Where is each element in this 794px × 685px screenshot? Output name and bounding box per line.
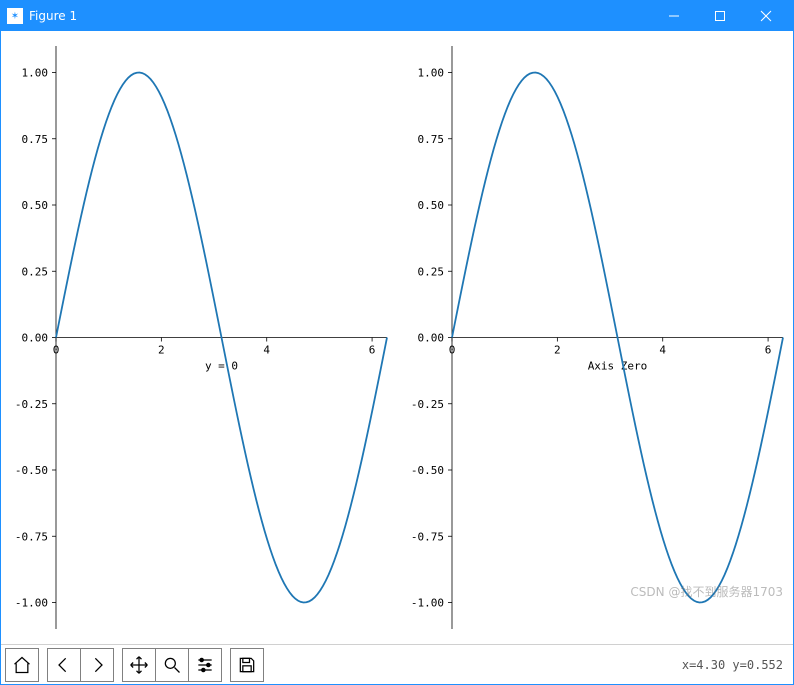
subplot-0: 0 2 4 6 -1.00 -0.75 -0.50 -0.25 0.00 0.25 0.50 0.75…	[1, 31, 397, 644]
configure-subplots-button[interactable]	[188, 648, 222, 682]
svg-text:0.75: 0.75	[418, 133, 445, 146]
svg-text:0.00: 0.00	[22, 332, 49, 345]
svg-text:4: 4	[263, 344, 270, 357]
svg-text:-0.75: -0.75	[411, 530, 444, 543]
svg-text:-1.00: -1.00	[411, 597, 444, 610]
svg-text:y = 0: y = 0	[205, 360, 238, 373]
subplot-1: 0 2 4 6 -1.00 -0.75 -0.50 -0.25 0.00 0.25 0.50 0.75…	[397, 31, 793, 644]
app-icon: ✶	[7, 8, 23, 24]
svg-text:0.50: 0.50	[418, 199, 445, 212]
svg-text:2: 2	[554, 344, 561, 357]
svg-text:6: 6	[369, 344, 376, 357]
back-button[interactable]	[47, 648, 81, 682]
svg-text:4: 4	[659, 344, 666, 357]
svg-text:-0.25: -0.25	[15, 398, 48, 411]
home-button[interactable]	[5, 648, 39, 682]
pan-button[interactable]	[122, 648, 156, 682]
titlebar: ✶ Figure 1	[1, 1, 793, 31]
forward-button[interactable]	[80, 648, 114, 682]
minimize-button[interactable]	[651, 1, 697, 31]
window-title: Figure 1	[29, 9, 77, 23]
svg-text:0.25: 0.25	[22, 265, 49, 278]
svg-text:0.50: 0.50	[22, 199, 49, 212]
svg-text:-0.75: -0.75	[15, 530, 48, 543]
save-button[interactable]	[230, 648, 264, 682]
svg-text:0.00: 0.00	[418, 332, 445, 345]
svg-text:2: 2	[158, 344, 165, 357]
zoom-button[interactable]	[155, 648, 189, 682]
close-button[interactable]	[743, 1, 789, 31]
matplotlib-toolbar: x=4.30 y=0.552	[1, 644, 793, 684]
svg-text:1.00: 1.00	[418, 67, 445, 80]
svg-text:-0.25: -0.25	[411, 398, 444, 411]
coord-readout: x=4.30 y=0.552	[682, 658, 783, 672]
svg-text:-0.50: -0.50	[15, 464, 48, 477]
svg-text:Axis Zero: Axis Zero	[588, 360, 648, 373]
figure-canvas[interactable]: 0 2 4 6 -1.00 -0.75 -0.50 -0.25 0.00 0.25 0.50 0.75…	[1, 31, 793, 644]
svg-text:-0.50: -0.50	[411, 464, 444, 477]
app-window: ✶ Figure 1 0246-1.00-0.75-0.50-0.250.000…	[0, 0, 794, 685]
svg-text:0: 0	[449, 344, 456, 357]
svg-text:0.25: 0.25	[418, 265, 445, 278]
maximize-button[interactable]	[697, 1, 743, 31]
svg-text:1.00: 1.00	[22, 67, 49, 80]
svg-text:0: 0	[53, 344, 60, 357]
svg-text:-1.00: -1.00	[15, 597, 48, 610]
svg-text:6: 6	[765, 344, 772, 357]
svg-text:0.75: 0.75	[22, 133, 49, 146]
